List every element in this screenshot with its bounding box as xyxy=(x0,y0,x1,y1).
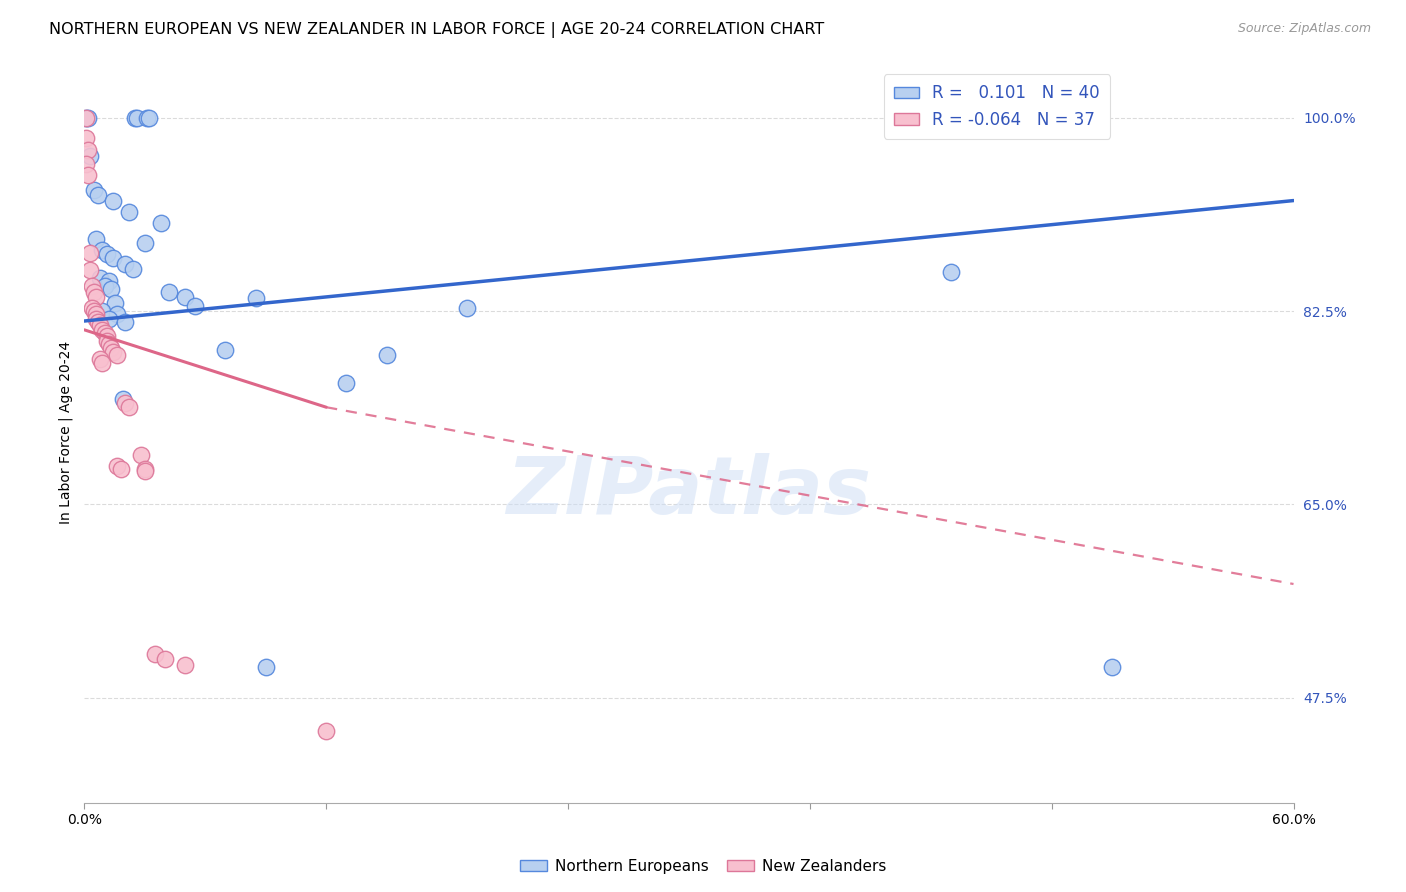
Point xyxy=(143,647,166,661)
Legend: Northern Europeans, New Zealanders: Northern Europeans, New Zealanders xyxy=(513,853,893,880)
Point xyxy=(174,657,197,672)
Point xyxy=(91,304,114,318)
Point xyxy=(75,130,97,145)
Point xyxy=(77,111,100,125)
Point xyxy=(335,376,357,390)
Point xyxy=(77,168,100,182)
Point xyxy=(245,291,267,305)
Point xyxy=(124,111,146,125)
Point xyxy=(114,315,136,329)
Point xyxy=(138,111,160,125)
Point xyxy=(134,235,156,250)
Point xyxy=(118,204,141,219)
Point xyxy=(86,290,108,304)
Point xyxy=(129,448,152,462)
Point xyxy=(254,660,277,674)
Point xyxy=(111,392,134,407)
Point xyxy=(375,348,398,362)
Point xyxy=(91,356,114,370)
Point xyxy=(83,304,105,318)
Point xyxy=(97,311,120,326)
Point xyxy=(157,285,180,300)
Point xyxy=(114,256,136,270)
Point xyxy=(79,263,101,277)
Point xyxy=(110,462,132,476)
Point xyxy=(114,396,136,410)
Point xyxy=(184,299,207,313)
Point xyxy=(97,274,120,288)
Point xyxy=(96,329,118,343)
Point xyxy=(93,278,115,293)
Point xyxy=(101,194,124,208)
Point xyxy=(100,282,122,296)
Point xyxy=(153,652,176,666)
Point xyxy=(135,111,157,125)
Point xyxy=(1101,660,1123,674)
Text: ZIPatlas: ZIPatlas xyxy=(506,453,872,531)
Point xyxy=(97,337,120,351)
Point xyxy=(83,182,105,196)
Point xyxy=(75,111,97,125)
Point xyxy=(87,188,110,202)
Point xyxy=(121,262,143,277)
Point xyxy=(134,464,156,478)
Point xyxy=(86,311,108,326)
Point xyxy=(939,265,962,279)
Legend: R =   0.101   N = 40, R = -0.064   N = 37: R = 0.101 N = 40, R = -0.064 N = 37 xyxy=(884,74,1109,139)
Point xyxy=(79,149,101,163)
Point xyxy=(105,307,128,321)
Point xyxy=(75,157,97,171)
Point xyxy=(101,251,124,265)
Point xyxy=(100,341,122,355)
Point xyxy=(101,345,124,359)
Point xyxy=(96,246,118,260)
Text: Source: ZipAtlas.com: Source: ZipAtlas.com xyxy=(1237,22,1371,36)
Point xyxy=(118,401,141,415)
Point xyxy=(87,315,110,329)
Point xyxy=(134,462,156,476)
Point xyxy=(214,343,236,357)
Point xyxy=(86,232,108,246)
Text: NORTHERN EUROPEAN VS NEW ZEALANDER IN LABOR FORCE | AGE 20-24 CORRELATION CHART: NORTHERN EUROPEAN VS NEW ZEALANDER IN LA… xyxy=(49,22,824,38)
Point xyxy=(83,285,105,300)
Point xyxy=(86,307,108,321)
Point xyxy=(149,216,172,230)
Point xyxy=(91,244,114,258)
Point xyxy=(456,301,478,315)
Point xyxy=(315,723,337,738)
Point xyxy=(91,323,114,337)
Point xyxy=(105,348,128,362)
Point xyxy=(75,111,97,125)
Point xyxy=(104,296,127,310)
Point xyxy=(96,334,118,348)
Y-axis label: In Labor Force | Age 20-24: In Labor Force | Age 20-24 xyxy=(59,341,73,524)
Point xyxy=(89,351,111,366)
Point xyxy=(82,278,104,293)
Point xyxy=(89,318,111,333)
Point xyxy=(105,458,128,473)
Point xyxy=(82,301,104,315)
Point xyxy=(93,326,115,341)
Point xyxy=(125,111,148,125)
Point xyxy=(89,271,111,285)
Point xyxy=(77,143,100,157)
Point xyxy=(79,245,101,260)
Point xyxy=(174,290,197,304)
